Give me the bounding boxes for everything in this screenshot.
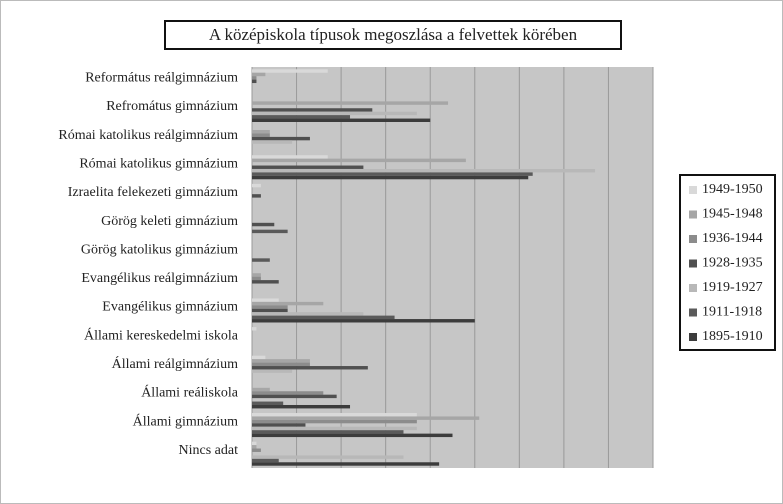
bar bbox=[252, 413, 417, 417]
bar bbox=[252, 319, 475, 323]
y-tick-label: Evangélikus reálgimnázium bbox=[81, 271, 238, 286]
bar bbox=[252, 423, 306, 427]
legend-swatch bbox=[689, 308, 697, 317]
plot-area bbox=[252, 67, 653, 468]
y-tick-label: Állami reálgimnázium bbox=[112, 355, 238, 372]
bar bbox=[252, 118, 431, 122]
bar bbox=[252, 416, 480, 420]
bar bbox=[252, 130, 270, 134]
bar bbox=[252, 433, 453, 438]
legend-label: 1949-1950 bbox=[702, 182, 763, 197]
bar bbox=[252, 133, 270, 137]
bar bbox=[252, 315, 395, 320]
bar bbox=[252, 387, 270, 392]
bar bbox=[252, 426, 417, 431]
chart-title: A középiskola típusok megoszlása a felve… bbox=[209, 25, 578, 44]
bar bbox=[252, 362, 310, 367]
y-tick-label: Izraelita felekezeti gimnázium bbox=[68, 185, 238, 200]
bar bbox=[252, 229, 288, 234]
bar bbox=[252, 391, 324, 395]
bar bbox=[252, 101, 449, 105]
bar bbox=[252, 458, 279, 463]
bar bbox=[252, 419, 417, 424]
bar bbox=[252, 76, 257, 80]
y-tick-label: Állami kereskedelmi iskola bbox=[84, 326, 239, 343]
bar bbox=[252, 394, 337, 399]
legend-swatch bbox=[689, 210, 697, 219]
bar bbox=[252, 222, 275, 227]
legend-label: 1895-1910 bbox=[702, 329, 763, 344]
y-tick-label: Állami reáliskola bbox=[141, 384, 239, 401]
bar bbox=[252, 298, 279, 302]
bar bbox=[252, 115, 351, 119]
y-tick-label: Római katolikus reálgimnázium bbox=[58, 128, 238, 143]
bar bbox=[252, 462, 440, 466]
legend-swatch bbox=[689, 259, 697, 268]
y-tick-label: Refromátus gimnázium bbox=[106, 99, 238, 114]
bar bbox=[252, 183, 261, 188]
bar bbox=[252, 273, 261, 277]
bar bbox=[252, 359, 310, 363]
legend-swatch bbox=[689, 235, 697, 243]
bar bbox=[252, 194, 261, 198]
y-tick-label: Nincs adat bbox=[179, 443, 239, 458]
bar bbox=[252, 172, 533, 176]
bar bbox=[252, 72, 266, 77]
bar bbox=[252, 280, 279, 284]
bar bbox=[252, 155, 328, 159]
legend-label: 1928-1935 bbox=[702, 256, 763, 271]
legend-swatch bbox=[689, 284, 697, 292]
bar bbox=[252, 441, 257, 446]
bar bbox=[252, 165, 364, 169]
bar bbox=[252, 140, 293, 144]
bar bbox=[252, 312, 364, 316]
y-tick-label: Állami gimnázium bbox=[133, 412, 238, 429]
bar bbox=[252, 308, 288, 313]
y-tick-label: Görög katolikus gimnázium bbox=[81, 242, 238, 257]
legend-label: 1945-1948 bbox=[702, 207, 763, 222]
bar bbox=[252, 327, 257, 331]
bar bbox=[252, 355, 266, 360]
legend-label: 1919-1927 bbox=[702, 280, 763, 295]
bar bbox=[252, 79, 257, 84]
y-tick-label: Evangélikus gimnázium bbox=[102, 300, 238, 315]
legend-swatch bbox=[689, 186, 697, 194]
bar bbox=[252, 455, 404, 459]
bar bbox=[252, 404, 351, 409]
bar bbox=[252, 430, 404, 434]
bar bbox=[252, 175, 529, 180]
bar bbox=[252, 69, 328, 73]
bar bbox=[252, 369, 293, 373]
bar bbox=[252, 305, 288, 309]
bar bbox=[252, 401, 284, 405]
legend-label: 1911-1918 bbox=[702, 305, 762, 320]
bar bbox=[252, 448, 261, 452]
title-box bbox=[164, 20, 622, 50]
bar bbox=[252, 158, 466, 163]
bar bbox=[252, 445, 257, 449]
bar bbox=[252, 366, 368, 370]
legend-swatch bbox=[689, 333, 697, 341]
y-tick-label: Görög keleti gimnázium bbox=[101, 214, 238, 229]
y-tick-label: Római katolikus gimnázium bbox=[79, 156, 238, 171]
bar bbox=[252, 276, 261, 281]
legend-label: 1936-1944 bbox=[702, 231, 763, 246]
bar bbox=[252, 136, 310, 141]
y-tick-label: Református reálgimnázium bbox=[85, 71, 238, 86]
bar bbox=[252, 111, 417, 116]
bar bbox=[252, 108, 373, 112]
bar bbox=[252, 301, 324, 306]
bar bbox=[252, 168, 596, 173]
bar bbox=[252, 258, 270, 262]
